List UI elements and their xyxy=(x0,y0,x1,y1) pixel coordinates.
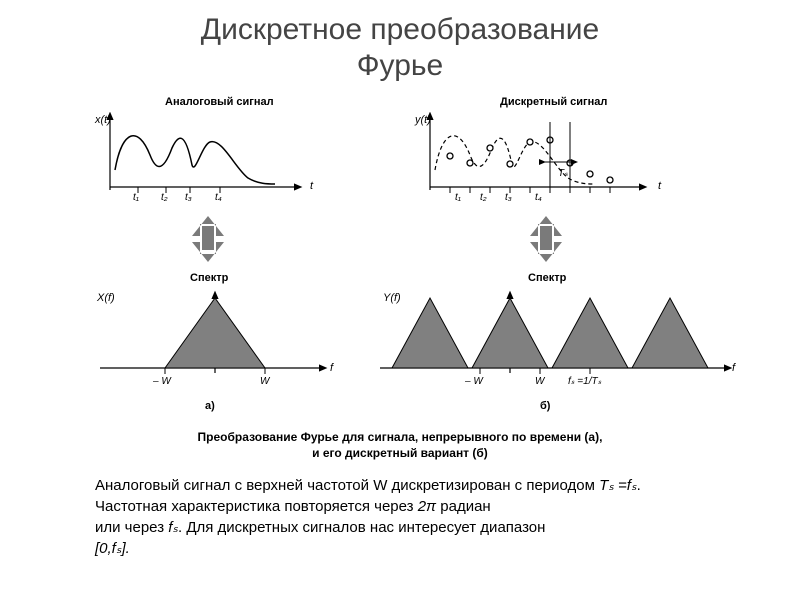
bt1: Аналоговый сигнал с верхней частотой W д… xyxy=(95,477,599,494)
bt9: [0,fₛ]. xyxy=(95,540,130,557)
caption-l2: и его дискретный вариант (б) xyxy=(312,446,488,460)
label-discrete: Дискретный сигнал xyxy=(500,96,607,108)
f1: f xyxy=(330,362,333,374)
W1: W xyxy=(260,376,269,387)
bt6: или через xyxy=(95,519,168,536)
t1: t₁ xyxy=(133,192,139,203)
title-line1: Дискретное преобразование xyxy=(201,13,600,46)
double-arrow-right xyxy=(528,210,564,266)
label-t1: t xyxy=(310,180,313,192)
spectrum-right-label: Спектр xyxy=(528,272,566,284)
body-text: Аналоговый сигнал с верхней частотой W д… xyxy=(95,475,715,559)
t2: t₂ xyxy=(161,192,168,203)
fs-lbl: fₛ =1/Tₛ xyxy=(568,376,601,387)
label-xt: x(t) xyxy=(95,114,111,126)
dt4: t₄ xyxy=(535,192,542,203)
Yf: Y(f) xyxy=(383,292,401,304)
f2: f xyxy=(732,362,735,374)
panel-a: а) xyxy=(205,400,215,412)
spectrum-left xyxy=(95,288,335,388)
W2: W xyxy=(535,376,544,387)
spectrum-left-label: Спектр xyxy=(190,272,228,284)
bt5: радиан xyxy=(436,498,491,515)
t4: t₄ xyxy=(215,192,222,203)
bt8: . Для дискретных сигналов нас интересует… xyxy=(178,519,545,536)
discrete-signal-plot xyxy=(420,112,660,202)
diagram-area: Аналоговый сигнал x(t) t t₁ t₂ t₃ t₄ Дис… xyxy=(60,100,740,430)
bt7: fₛ xyxy=(168,519,178,536)
slide-title: Дискретное преобразование Фурье xyxy=(0,0,800,84)
mW1: – W xyxy=(153,376,171,387)
title-line2: Фурье xyxy=(357,49,443,82)
Ts-lbl: Tₛ xyxy=(558,168,568,179)
figure-caption: Преобразование Фурье для сигнала, непрер… xyxy=(0,430,800,461)
label-analog: Аналоговый сигнал xyxy=(165,96,274,108)
dt3: t₃ xyxy=(505,192,512,203)
bt4: 2π xyxy=(418,498,436,515)
panel-b: б) xyxy=(540,400,550,412)
caption-l1: Преобразование Фурье для сигнала, непрер… xyxy=(198,430,603,444)
dt1: t₁ xyxy=(455,192,461,203)
mW2: – W xyxy=(465,376,483,387)
spectrum-right xyxy=(380,288,740,388)
double-arrow-left xyxy=(190,210,226,266)
Xf: X(f) xyxy=(97,292,115,304)
bt2: Tₛ =fₛ xyxy=(599,477,636,494)
t3: t₃ xyxy=(185,192,192,203)
label-t2ax: t xyxy=(658,180,661,192)
label-yt: y(t) xyxy=(415,114,431,126)
dt2: t₂ xyxy=(480,192,487,203)
analog-signal-plot xyxy=(100,112,310,202)
